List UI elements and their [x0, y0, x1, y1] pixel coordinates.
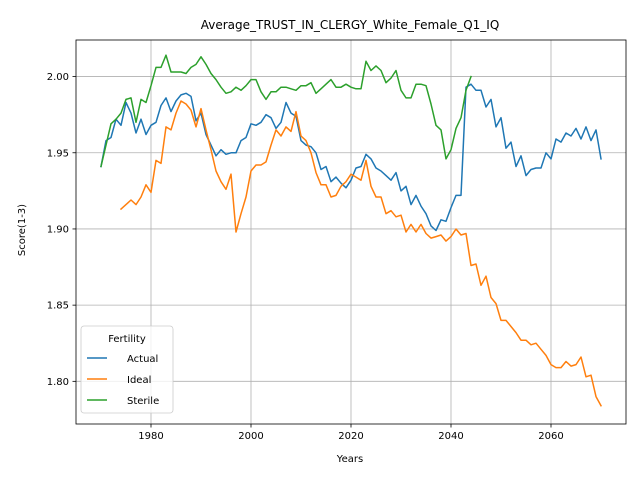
y-tick-label: 1.90 [47, 224, 69, 235]
y-axis-ticks: 1.80 1.85 1.90 1.95 2.00 [47, 72, 76, 388]
series-lines [100, 54, 603, 407]
legend-title: Fertility [108, 334, 146, 345]
legend-label-sterile: Sterile [127, 396, 159, 407]
chart-title: Average_TRUST_IN_CLERGY_White_Female_Q1_… [201, 18, 500, 32]
y-axis-label: Score(1-3) [17, 204, 28, 256]
legend-label-ideal: Ideal [127, 375, 151, 386]
series-line-sterile [100, 54, 472, 168]
legend: Fertility Actual Ideal Sterile [80, 325, 174, 414]
y-tick-label: 1.80 [47, 377, 69, 388]
x-tick-label: 2000 [238, 431, 263, 442]
series-line-ideal [119, 100, 603, 407]
x-axis-label: Years [336, 454, 363, 465]
x-axis-ticks: 1980 2000 2020 2040 2060 [138, 424, 564, 442]
y-tick-label: 1.85 [47, 301, 69, 312]
legend-label-actual: Actual [127, 354, 158, 365]
legend-entries: Actual Ideal Sterile [87, 354, 159, 407]
y-tick-label: 2.00 [47, 72, 69, 83]
y-tick-label: 1.95 [47, 148, 69, 159]
x-tick-label: 2020 [338, 431, 363, 442]
series-line-actual [100, 83, 602, 232]
legend-box [80, 325, 174, 414]
x-tick-label: 2060 [538, 431, 563, 442]
x-tick-label: 2040 [438, 431, 463, 442]
x-tick-label: 1980 [138, 431, 163, 442]
